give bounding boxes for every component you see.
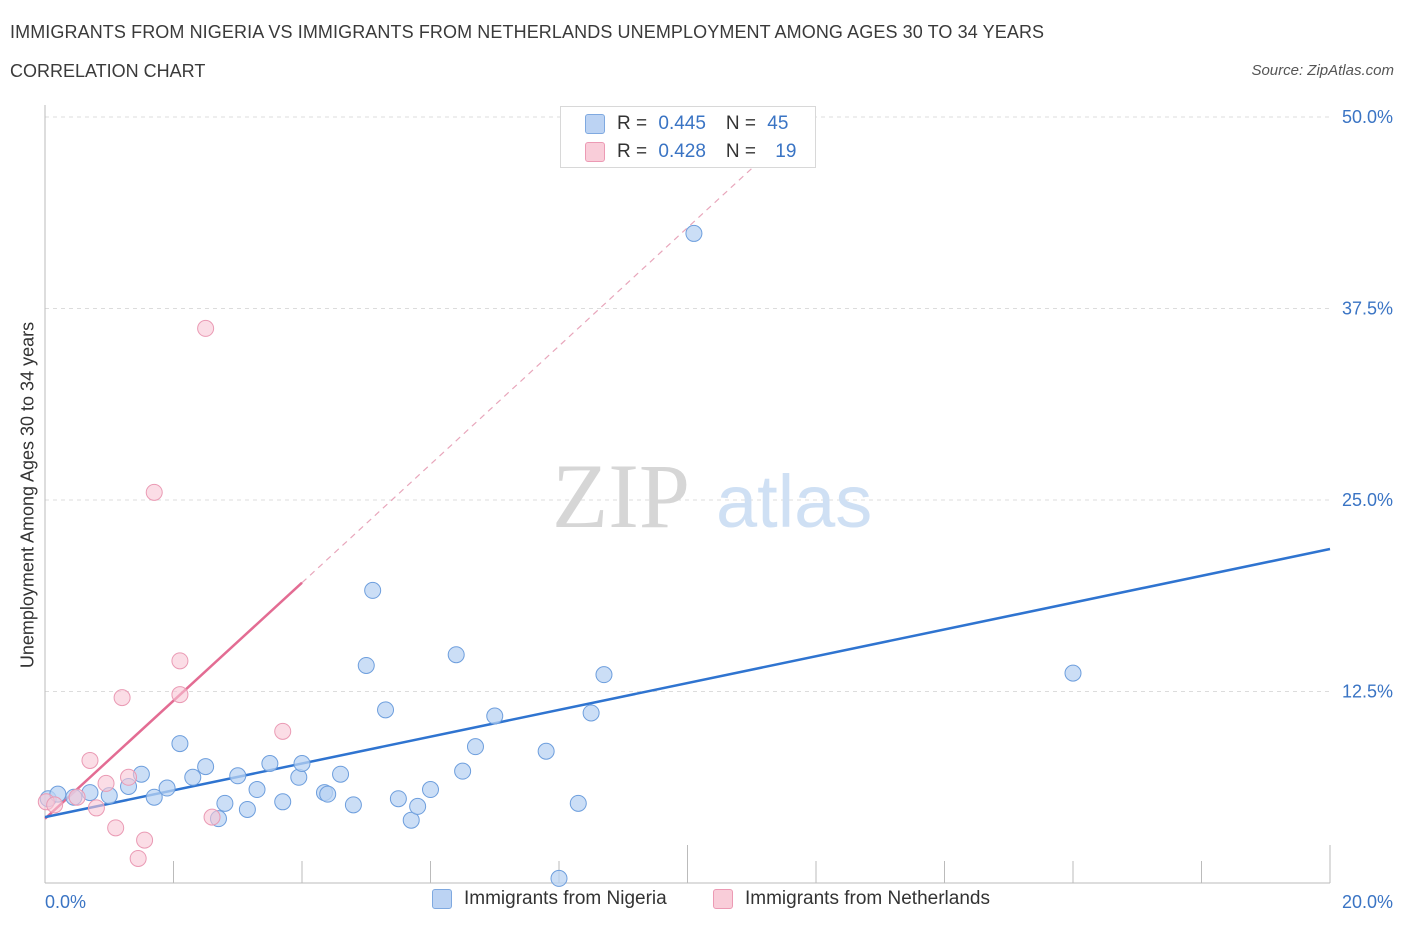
y-tick-label: 12.5% — [1342, 682, 1393, 702]
legend-swatch-nigeria — [432, 889, 452, 909]
point-netherlands — [274, 722, 292, 740]
stats-legend: R = 0.445 N = 45 R = 0.428 N = 19 — [560, 106, 816, 168]
point-nigeria — [158, 779, 176, 797]
point-nigeria — [389, 790, 407, 808]
watermark: ZIP atlas — [552, 445, 872, 547]
point-netherlands — [171, 652, 189, 670]
trend-netherlands-extension — [301, 150, 772, 584]
point-nigeria — [274, 793, 292, 811]
point-nigeria — [344, 796, 362, 814]
point-nigeria — [184, 768, 202, 786]
point-nigeria — [145, 788, 163, 806]
point-netherlands — [203, 808, 221, 826]
point-nigeria — [537, 742, 555, 760]
y-tick-label: 37.5% — [1342, 299, 1393, 319]
watermark-zip: ZIP — [552, 445, 690, 547]
chart-subtitle: CORRELATION CHART — [10, 61, 206, 81]
point-nigeria — [454, 762, 472, 780]
legend-swatch-netherlands — [713, 889, 733, 909]
point-nigeria — [364, 581, 382, 599]
point-nigeria — [216, 794, 234, 812]
stats-n-label: N = — [725, 113, 762, 134]
point-netherlands — [107, 819, 125, 837]
point-netherlands — [46, 796, 64, 814]
point-nigeria — [319, 785, 337, 803]
x-tick-label: 0.0% — [45, 892, 86, 912]
point-nigeria — [290, 768, 308, 786]
point-nigeria — [377, 701, 395, 719]
point-nigeria — [595, 666, 613, 684]
point-nigeria — [261, 755, 279, 773]
stats-r-value: 0.428 — [658, 141, 706, 162]
legend: Immigrants from Nigeria Immigrants from … — [0, 888, 1406, 918]
axes — [44, 105, 1331, 884]
stats-swatch-netherlands — [585, 142, 605, 162]
point-nigeria — [238, 800, 256, 818]
point-nigeria — [582, 704, 600, 722]
point-nigeria — [171, 735, 189, 753]
point-netherlands — [171, 686, 189, 704]
point-nigeria — [550, 869, 568, 887]
point-netherlands — [129, 849, 147, 867]
point-nigeria — [229, 767, 247, 785]
point-nigeria — [332, 765, 350, 783]
point-nigeria — [197, 758, 215, 776]
point-netherlands — [136, 831, 154, 849]
point-nigeria — [357, 656, 375, 674]
point-nigeria — [569, 794, 587, 812]
point-nigeria — [402, 811, 420, 829]
point-netherlands — [68, 788, 86, 806]
point-netherlands — [120, 768, 138, 786]
stats-swatch-nigeria — [585, 114, 605, 134]
point-netherlands — [87, 799, 105, 817]
legend-label-netherlands: Immigrants from Netherlands — [745, 888, 990, 909]
legend-label-nigeria: Immigrants from Nigeria — [464, 888, 667, 909]
trend-netherlands — [44, 581, 303, 820]
point-netherlands — [81, 751, 99, 769]
point-nigeria — [466, 738, 484, 756]
stats-r-label: R = — [617, 113, 653, 134]
watermark-atlas: atlas — [716, 460, 872, 543]
point-nigeria — [486, 707, 504, 725]
trend-nigeria — [44, 547, 1331, 819]
point-netherlands — [197, 319, 215, 337]
stats-row-netherlands: R = 0.428 N = 19 — [585, 139, 796, 165]
tick-labels: 12.5% 25.0% 37.5% 50.0% 0.0% 20.0% — [45, 107, 1393, 912]
data-points — [37, 224, 1082, 887]
source-label: Source: ZipAtlas.com — [1251, 62, 1394, 79]
point-nigeria — [685, 224, 703, 242]
trend-lines — [44, 150, 1331, 820]
legend-item-nigeria[interactable]: Immigrants from Nigeria — [432, 888, 667, 910]
point-netherlands — [145, 483, 163, 501]
point-nigeria — [422, 781, 439, 799]
stats-r-label: R = — [617, 141, 653, 162]
point-netherlands — [113, 689, 131, 707]
legend-item-netherlands[interactable]: Immigrants from Netherlands — [713, 888, 990, 910]
stats-r-value: 0.445 — [658, 113, 706, 134]
y-tick-label: 50.0% — [1342, 107, 1393, 127]
stats-n-value: 19 — [775, 141, 797, 162]
y-tick-label: 25.0% — [1342, 490, 1393, 510]
stats-row-nigeria: R = 0.445 N = 45 — [585, 111, 788, 137]
point-nigeria — [248, 781, 266, 799]
point-nigeria — [293, 755, 311, 773]
grid — [45, 116, 1330, 692]
stats-n-label: N = — [725, 141, 762, 162]
point-nigeria — [409, 797, 427, 815]
point-netherlands — [97, 774, 115, 792]
chart-title: IMMIGRANTS FROM NIGERIA VS IMMIGRANTS FR… — [10, 22, 1045, 42]
point-nigeria — [447, 646, 465, 664]
point-nigeria — [1064, 664, 1082, 682]
stats-n-value: 45 — [767, 113, 789, 134]
x-tick-label: 20.0% — [1342, 892, 1393, 912]
